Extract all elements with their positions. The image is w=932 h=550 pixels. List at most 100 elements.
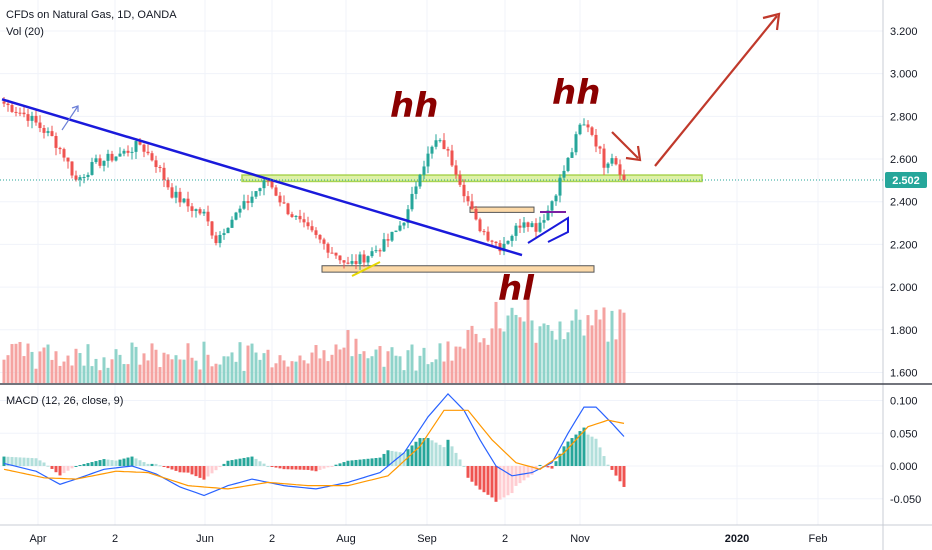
- candle-body: [182, 198, 186, 203]
- candle-body: [46, 131, 50, 133]
- macd-histogram-bar: [266, 466, 270, 467]
- volume-bar: [78, 353, 82, 383]
- macd-histogram-bar: [574, 434, 578, 466]
- volume-bar: [206, 354, 210, 383]
- macd-histogram-bar: [226, 460, 230, 466]
- macd-histogram-bar: [42, 462, 46, 466]
- volume-bar: [466, 330, 470, 383]
- orange-zone-low: [321, 265, 595, 273]
- volume-bar: [90, 366, 94, 383]
- volume-bar: [134, 346, 138, 383]
- time-tick-label: Apr: [29, 533, 46, 545]
- candle-body: [394, 230, 398, 232]
- annotation-hh-left: hh: [390, 86, 438, 126]
- candle-body: [126, 150, 130, 153]
- macd-histogram-bar: [306, 466, 310, 470]
- candle-body: [574, 134, 578, 153]
- candle-body: [370, 251, 374, 257]
- macd-histogram-bar: [178, 466, 182, 473]
- macd-histogram-bar: [398, 452, 402, 466]
- volume-bar: [46, 344, 50, 383]
- volume-bar: [486, 344, 490, 383]
- candle-body: [474, 208, 478, 220]
- candle-body: [258, 188, 262, 192]
- candle-body: [366, 256, 370, 263]
- candle-body: [190, 206, 194, 211]
- triangle-pattern: [527, 216, 569, 244]
- candle-body: [118, 153, 122, 157]
- time-tick-label: Aug: [336, 533, 356, 545]
- macd-histogram-bar: [222, 463, 226, 466]
- candle-body: [18, 112, 22, 114]
- candle-body: [514, 225, 518, 236]
- volume-bar: [514, 314, 518, 383]
- candle-body: [518, 225, 522, 228]
- volume-bar: [186, 343, 190, 383]
- price-tick-label: 1.800: [890, 325, 918, 337]
- price-axis[interactable]: 3.200 3.000 2.800 2.600 2.400 2.200 2.000 1.800…: [890, 26, 918, 379]
- volume-bar: [354, 338, 358, 383]
- candle-body: [246, 201, 250, 203]
- volume-bar: [378, 346, 382, 383]
- macd-histogram-bar: [186, 466, 190, 473]
- macd-histogram-bar: [74, 466, 78, 467]
- price-tick-label: 2.200: [890, 239, 918, 251]
- macd-histogram-bar: [146, 463, 150, 466]
- volume-bar: [578, 319, 582, 383]
- volume-bar: [542, 323, 546, 383]
- macd-histogram-bar: [194, 466, 198, 477]
- macd-histogram-bar: [22, 457, 26, 466]
- candle-body: [70, 161, 74, 176]
- drawings-lines: [0, 12, 883, 277]
- volume-bar: [398, 356, 402, 383]
- volume-bar: [494, 301, 498, 383]
- volume-bar: [190, 357, 194, 383]
- candle-body: [566, 157, 570, 171]
- candle-body: [2, 101, 6, 104]
- macd-histogram-bar: [386, 450, 390, 466]
- volume-bar: [530, 320, 534, 383]
- price-tick-label: 3.200: [890, 26, 918, 38]
- candle-body: [270, 180, 274, 188]
- macd-histogram-bar: [130, 456, 134, 466]
- signal-line: [3, 409, 625, 490]
- volume-bar: [278, 355, 282, 383]
- macd-axis[interactable]: 0.100 0.050 0.000 -0.050: [890, 396, 921, 506]
- candle-body: [102, 160, 106, 166]
- macd-histogram-bar: [486, 466, 490, 495]
- candle-body: [226, 227, 230, 234]
- volume-bar: [594, 309, 598, 383]
- macd-histogram-bar: [14, 457, 18, 466]
- macd-histogram-bar: [150, 463, 154, 466]
- macd-histogram-bar: [206, 466, 210, 477]
- time-axis[interactable]: Apr 2 Jun 2 Aug Sep 2 Nov 2020 Feb: [29, 533, 827, 545]
- candle-body: [166, 179, 170, 188]
- volume-bar: [366, 358, 370, 383]
- price-tick-label: 2.000: [890, 282, 918, 294]
- volume-bar: [310, 352, 314, 383]
- macd-histogram-bar: [390, 450, 394, 466]
- macd-histogram-bar: [374, 458, 378, 466]
- volume-bar: [154, 349, 158, 383]
- macd-histogram-bar: [490, 466, 494, 498]
- macd-histogram-bar: [102, 459, 106, 466]
- volume-label: Vol (20): [6, 26, 44, 38]
- volume-bar: [98, 370, 102, 383]
- macd-histogram-bar: [346, 460, 350, 466]
- candle-body: [282, 202, 286, 204]
- volume-bar: [54, 351, 58, 383]
- macd-histogram-bar: [318, 466, 322, 470]
- candle-body: [290, 214, 294, 217]
- volume-bars: [2, 297, 626, 383]
- macd-histogram-bar: [278, 466, 282, 469]
- candle-body: [354, 261, 358, 264]
- macd-histogram-bar: [110, 460, 114, 466]
- candle-body: [198, 209, 202, 214]
- time-tick-label: 2: [269, 533, 275, 545]
- candle-body: [402, 222, 406, 226]
- macd-histogram-bar: [298, 466, 302, 470]
- macd-histogram-bar: [30, 458, 34, 466]
- green-support-zone: [241, 174, 703, 183]
- macd-histogram-bar: [58, 466, 62, 476]
